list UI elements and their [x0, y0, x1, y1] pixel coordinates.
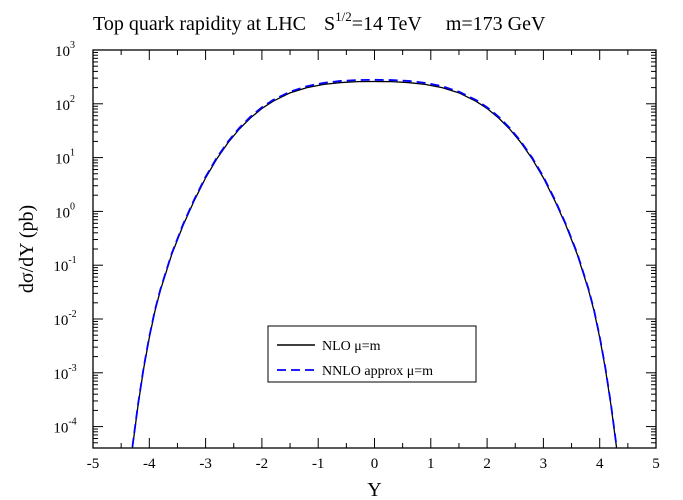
x-tick-label: 1: [427, 456, 435, 472]
plot-frame: [92, 49, 657, 449]
x-axis-label: Y: [367, 479, 381, 500]
y-tick-label: 10-4: [53, 417, 76, 437]
x-tick-label: 2: [483, 456, 491, 472]
x-tick-label: -3: [199, 456, 212, 472]
x-tick-label: 0: [371, 456, 379, 472]
x-tick-labels: -5 -4 -3 -2 -1 0 1 2 3 4 5: [87, 456, 660, 472]
legend-label-nnlo: NNLO approx μ=m: [322, 364, 433, 379]
x-tick-label: 4: [596, 456, 604, 472]
chart-title: Top quark rapidity at LHC S1/2=14 TeV m=17…: [93, 9, 546, 35]
series-line-0: [131, 80, 618, 448]
chart-title-energy-prefix: S: [324, 13, 335, 35]
series-lines: [131, 78, 618, 448]
axis-ticks: [92, 49, 657, 449]
legend-box: [267, 325, 477, 383]
series-line-1: [131, 78, 618, 447]
y-tick-label: 10-3: [53, 363, 76, 383]
x-tick-label: -2: [256, 456, 269, 472]
y-tick-label: 103: [55, 40, 75, 60]
y-tick-label: 10-2: [53, 309, 76, 329]
chart-title-energy-suffix: =14 TeV: [352, 13, 423, 35]
y-tick-label: 101: [55, 148, 75, 168]
x-tick-label: 5: [652, 456, 660, 472]
chart-title-main: Top quark rapidity at LHC: [93, 13, 306, 35]
chart-title-energy-exponent: 1/2: [335, 9, 352, 24]
y-tick-label: 102: [55, 94, 75, 114]
x-tick-label: 3: [540, 456, 548, 472]
y-axis-label: dσ/dY (pb): [16, 205, 38, 293]
legend-label-nlo: NLO μ=m: [322, 339, 381, 354]
x-tick-label: -1: [312, 456, 325, 472]
legend: NLO μ=m NNLO approx μ=m: [267, 325, 477, 383]
x-tick-label: -5: [87, 456, 100, 472]
y-tick-label: 10-1: [53, 255, 76, 275]
y-tick-label: 100: [55, 201, 75, 221]
y-tick-labels: 10-4 10-3 10-2 10-1 100 101 102 103: [53, 40, 76, 437]
chart-title-mass: m=173 GeV: [446, 13, 546, 35]
x-tick-label: -4: [143, 456, 156, 472]
